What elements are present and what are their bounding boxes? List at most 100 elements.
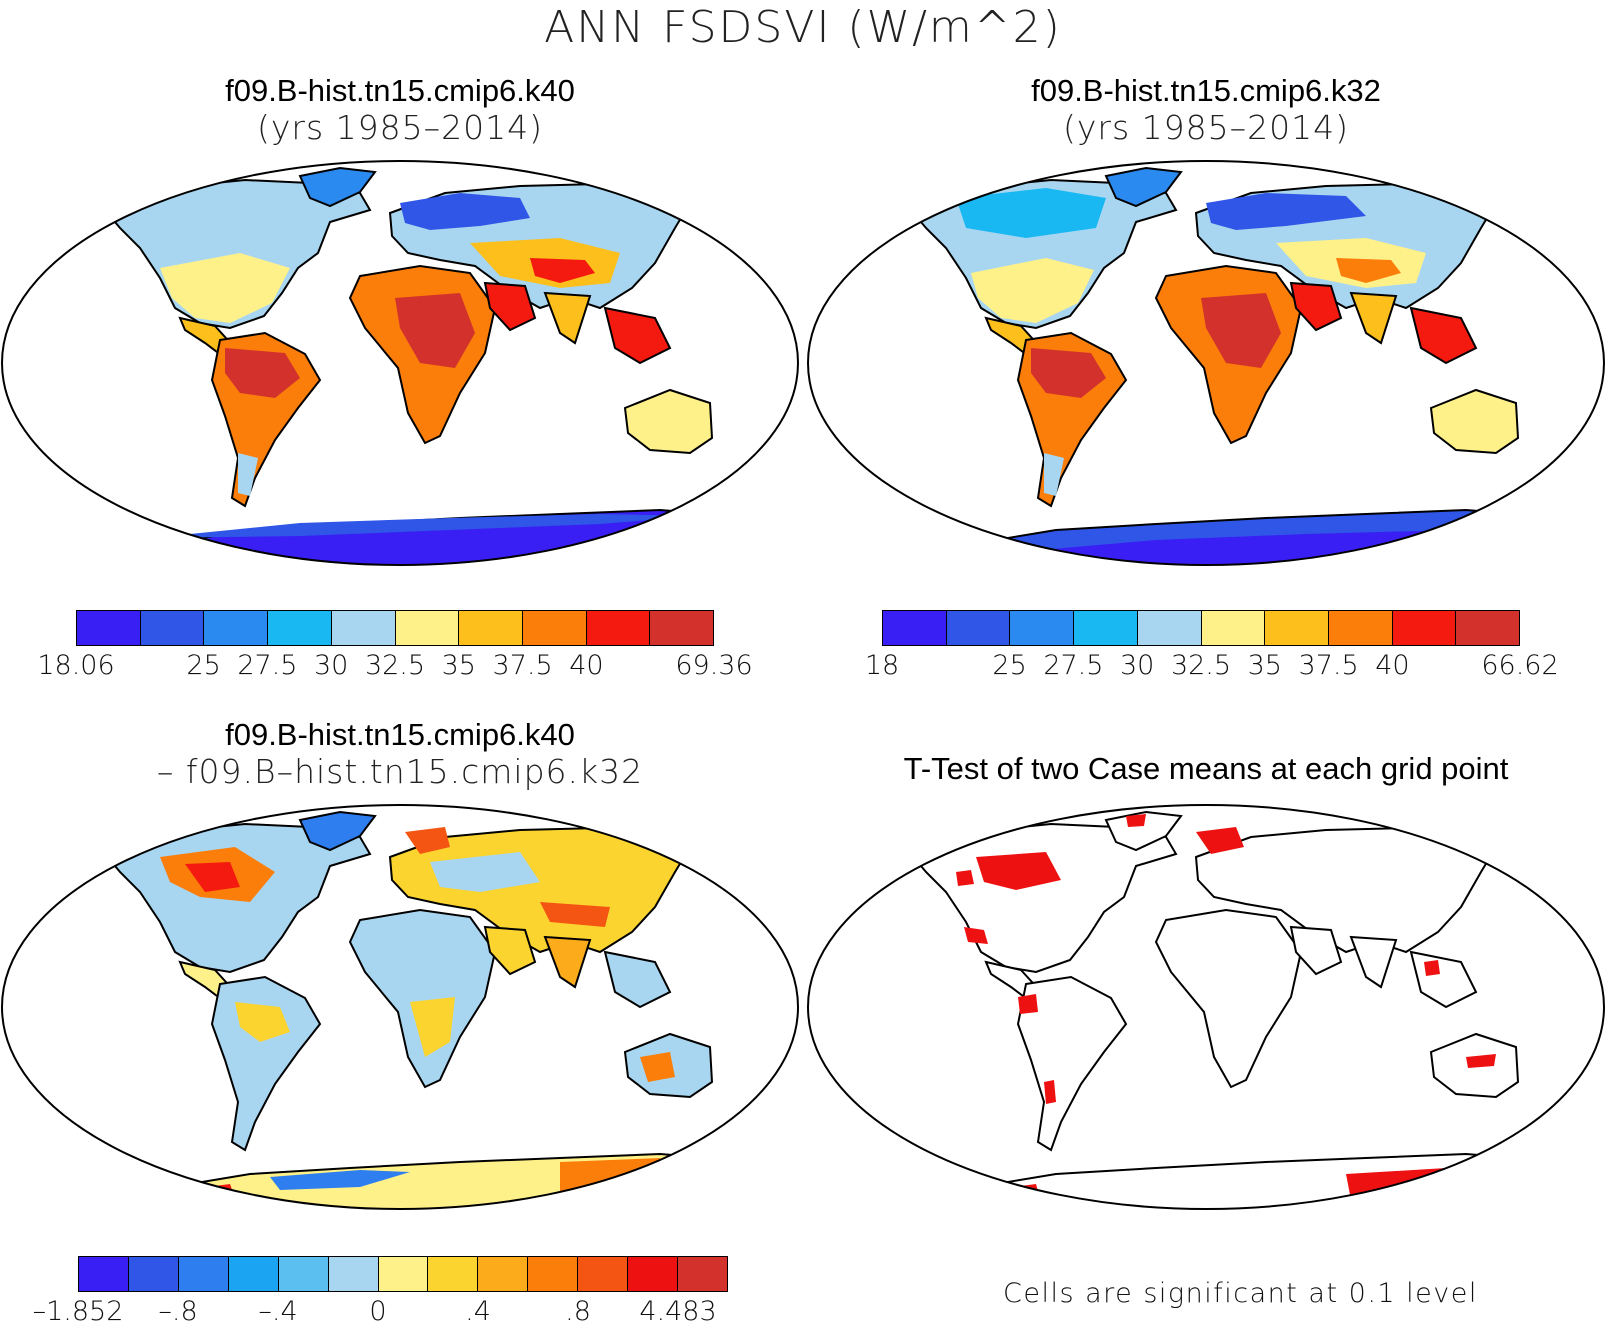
colorbar-tick-label: 32.5 bbox=[1170, 650, 1232, 681]
landmass-india bbox=[543, 935, 592, 989]
colorbar-tick-label: .8 bbox=[565, 1296, 591, 1327]
landmass-india bbox=[1349, 291, 1398, 345]
significant-region-southeast-asia bbox=[1424, 960, 1440, 976]
region-australia-positive bbox=[640, 1052, 675, 1082]
colorbar-swatch bbox=[278, 1257, 329, 1291]
landmass-antarctica bbox=[808, 1152, 1604, 1209]
colorbar-swatch bbox=[650, 611, 714, 645]
colorbar-swatches bbox=[76, 610, 714, 646]
colorbar-swatch bbox=[522, 611, 587, 645]
landmass-south-america bbox=[1016, 975, 1128, 1152]
map-top-left bbox=[1, 160, 799, 566]
region-eurasia-negative bbox=[430, 852, 540, 892]
colorbar-swatches bbox=[78, 1256, 728, 1292]
landmass-south-america bbox=[210, 975, 322, 1152]
colorbar-swatch bbox=[395, 611, 460, 645]
colorbar-swatch bbox=[128, 1257, 179, 1291]
significance-note: Cells are significant at 0.1 level bbox=[1003, 1278, 1478, 1309]
significant-region-australia bbox=[1466, 1054, 1496, 1068]
colorbar-tick-label: 35 bbox=[1247, 650, 1282, 681]
colorbar-swatch bbox=[428, 1257, 479, 1291]
panel-years: (yrs 1985–2014) bbox=[1063, 108, 1349, 147]
panel-title-top-left: f09.B-hist.tn15.cmip6.k40 (yrs 1985–2014… bbox=[0, 74, 800, 148]
region-africa-positive bbox=[410, 997, 455, 1057]
colorbar-swatch bbox=[378, 1257, 429, 1291]
colorbar-tick-label: .4 bbox=[465, 1296, 491, 1327]
map-bottom-right-ttest bbox=[807, 804, 1605, 1210]
colorbar-tick-label: 69.36 bbox=[675, 650, 753, 681]
colorbar-swatch bbox=[178, 1257, 229, 1291]
colorbar-swatch bbox=[883, 611, 947, 645]
region-central-africa bbox=[1201, 293, 1281, 368]
landmass-australia bbox=[1429, 388, 1520, 455]
colorbar-swatch bbox=[77, 611, 141, 645]
colorbar-swatch bbox=[1265, 611, 1329, 645]
panel-case-name: f09.B-hist.tn15.cmip6.k40 bbox=[225, 717, 575, 752]
landmass-greenland bbox=[1104, 810, 1183, 852]
landmass-africa bbox=[348, 908, 497, 1089]
colorbar-swatch bbox=[478, 1257, 529, 1291]
landmass-southeast-asia bbox=[1409, 306, 1478, 365]
colorbar-tick-label: 25 bbox=[992, 650, 1027, 681]
colorbar-tick-label: 40 bbox=[1375, 650, 1410, 681]
colorbar-tick-label: 18 bbox=[864, 650, 900, 681]
colorbar-swatch bbox=[140, 611, 205, 645]
region-amazon bbox=[1031, 348, 1106, 398]
colorbar-tick-label: 30 bbox=[314, 650, 349, 681]
colorbar-tick-label: 27.5 bbox=[1043, 650, 1104, 681]
colorbar-tick-label: 27.5 bbox=[237, 650, 298, 681]
map-bottom-left-difference bbox=[1, 804, 799, 1210]
region-north-america-south bbox=[160, 253, 290, 323]
region-north-america-north bbox=[956, 188, 1106, 238]
region-south-america-positive bbox=[235, 1002, 290, 1042]
panel-case-name: f09.B-hist.tn15.cmip6.k40 bbox=[225, 73, 575, 108]
colorbar-swatch bbox=[528, 1257, 579, 1291]
landmass-africa bbox=[1154, 908, 1303, 1089]
region-scandinavia bbox=[405, 827, 450, 854]
colorbar-swatch bbox=[459, 611, 523, 645]
colorbar-swatch bbox=[328, 1257, 379, 1291]
colorbar-tick-label: 35 bbox=[441, 650, 476, 681]
colorbar-swatch bbox=[628, 1257, 679, 1291]
colorbar-tick-label: 66.62 bbox=[1481, 650, 1559, 681]
panel-years: (yrs 1985–2014) bbox=[257, 108, 543, 147]
colorbar-swatch bbox=[1201, 611, 1266, 645]
colorbar-swatch bbox=[1392, 611, 1457, 645]
colorbar-swatches bbox=[882, 610, 1520, 646]
panel-subtracted-case: – f09.B–hist.tn15.cmip6.k32 bbox=[156, 752, 644, 791]
colorbar-tick-label: 30 bbox=[1120, 650, 1155, 681]
landmass-southeast-asia bbox=[603, 950, 672, 1009]
landmass-antarctica bbox=[2, 1152, 798, 1209]
region-south-tip bbox=[238, 453, 258, 496]
colorbar-swatch bbox=[1328, 611, 1393, 645]
region-north-america-south bbox=[971, 258, 1094, 323]
landmass-greenland bbox=[298, 810, 377, 852]
colorbar-swatch bbox=[1010, 611, 1075, 645]
colorbar-swatch bbox=[678, 1257, 727, 1291]
region-tibet bbox=[1336, 258, 1401, 283]
ttest-title: T-Test of two Case means at each grid po… bbox=[903, 751, 1509, 786]
region-south-tip bbox=[1044, 453, 1064, 496]
colorbar-tick-label: 32.5 bbox=[364, 650, 426, 681]
region-arabia bbox=[1289, 281, 1343, 332]
region-amazon bbox=[225, 348, 300, 398]
landmass-australia bbox=[623, 388, 714, 455]
colorbar-tick-label: 40 bbox=[569, 650, 604, 681]
panel-title-bottom-right: T-Test of two Case means at each grid po… bbox=[806, 752, 1606, 786]
panel-case-name: f09.B-hist.tn15.cmip6.k32 bbox=[1031, 73, 1381, 108]
significant-region-central-america bbox=[964, 927, 988, 944]
figure-title: ANN FSDSVI (W/m^2) bbox=[544, 2, 1062, 53]
region-arabia bbox=[483, 281, 537, 332]
landmass-india bbox=[1349, 935, 1398, 989]
region-north-america-strong-positive bbox=[185, 862, 240, 892]
landmass-india bbox=[543, 291, 592, 345]
colorbar-swatch bbox=[586, 611, 651, 645]
region-europe-north bbox=[1206, 193, 1366, 230]
region-europe-north bbox=[400, 193, 530, 230]
colorbar-swatch bbox=[946, 611, 1011, 645]
colorbar-tick-label: 0 bbox=[369, 1296, 387, 1327]
colorbar-swatch bbox=[578, 1257, 629, 1291]
landmass-antarctica bbox=[2, 508, 798, 565]
landmass-arabia bbox=[1289, 925, 1343, 976]
colorbar-tick-label: 4.483 bbox=[639, 1296, 717, 1327]
